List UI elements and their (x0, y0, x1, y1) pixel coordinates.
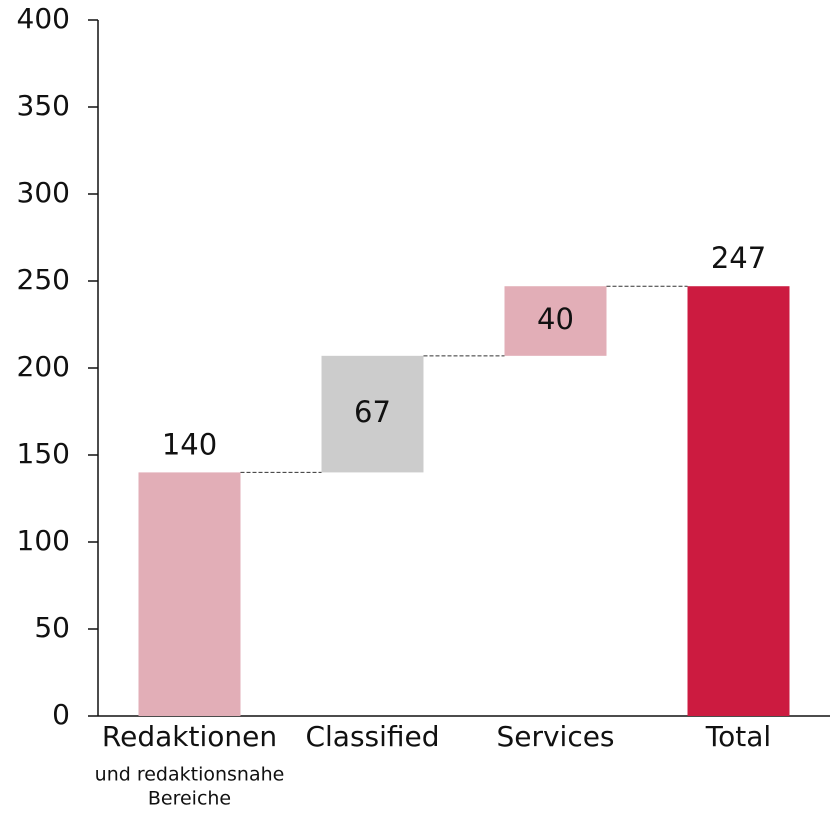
y-tick-label: 50 (34, 611, 70, 644)
y-tick-label: 0 (52, 698, 70, 731)
bar (138, 472, 241, 716)
y-tick-label: 150 (17, 437, 70, 470)
value-label: 67 (354, 395, 391, 429)
x-tick-label: Services (496, 720, 614, 753)
y-tick-label: 200 (17, 350, 70, 383)
y-tick-label: 100 (17, 524, 70, 557)
y-tick-label: 300 (17, 176, 70, 209)
bar (321, 355, 424, 473)
y-tick-label: 350 (17, 89, 70, 122)
bar (687, 286, 790, 716)
value-label: 247 (711, 241, 766, 275)
bar (504, 286, 607, 356)
x-tick-label: Redaktionen (102, 720, 277, 753)
category-note: Bereiche (148, 788, 231, 810)
value-label: 40 (537, 302, 574, 336)
category-note: und redaktionsnahe (95, 764, 285, 786)
y-tick-label: 400 (17, 2, 70, 35)
x-tick-label: Total (705, 720, 771, 753)
x-tick-label: Classified (305, 720, 439, 753)
value-label: 140 (162, 427, 217, 461)
y-tick-label: 250 (17, 263, 70, 296)
